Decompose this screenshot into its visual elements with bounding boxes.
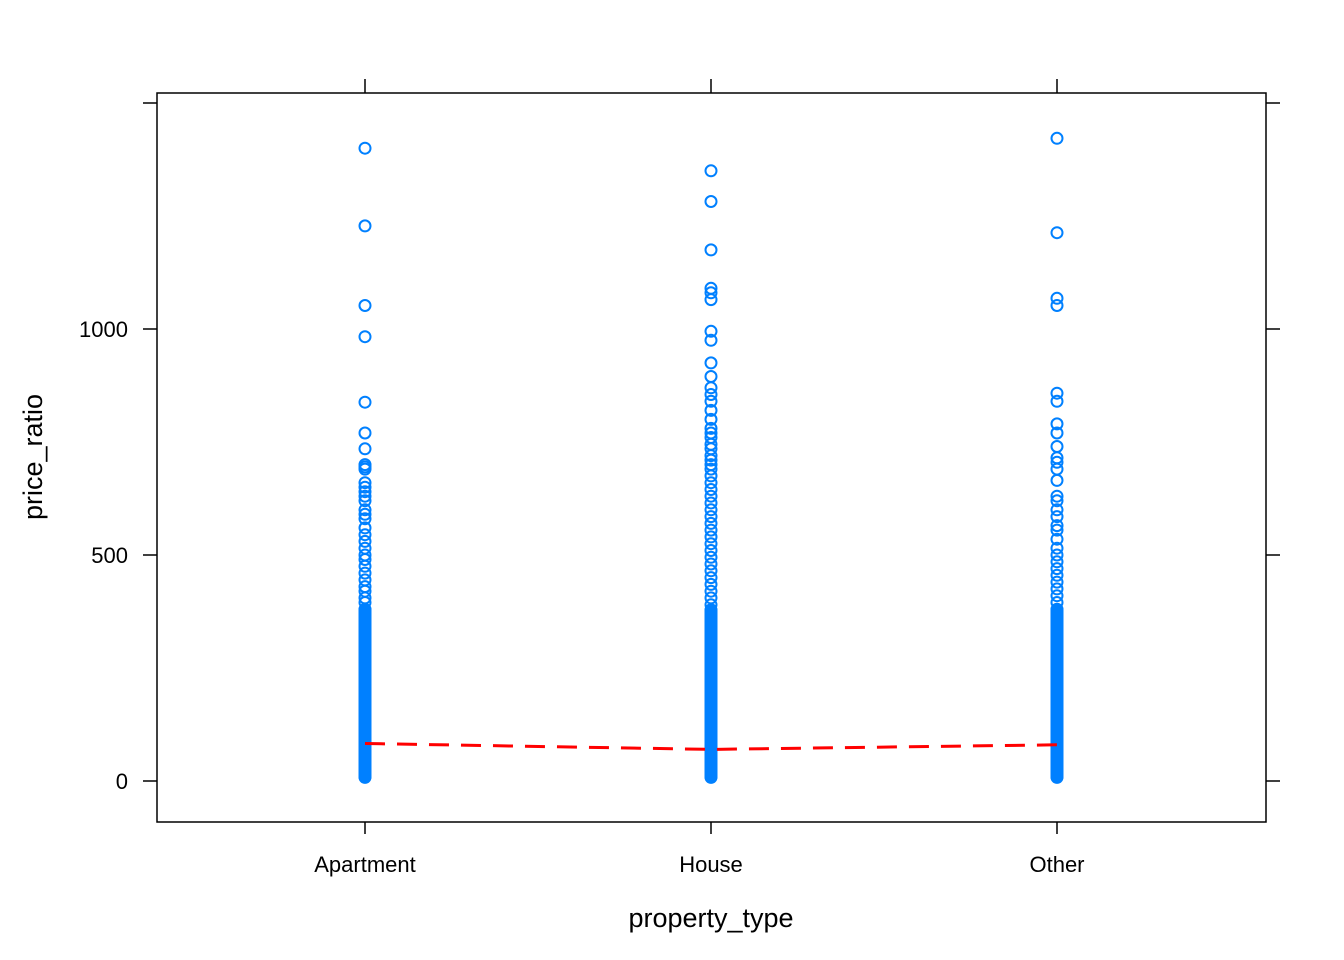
data-point xyxy=(1050,532,1064,546)
data-point xyxy=(704,453,718,467)
data-point xyxy=(1050,131,1064,145)
data-point xyxy=(704,394,718,408)
data-point xyxy=(704,324,718,338)
data-point xyxy=(704,530,718,544)
data-point xyxy=(358,141,372,155)
trend-line xyxy=(364,742,1058,751)
data-point xyxy=(1050,417,1064,431)
data-point xyxy=(1050,503,1064,517)
ticks-layer: Apartment House Other 0 500 1000 xyxy=(79,79,1280,877)
data-point xyxy=(704,195,718,208)
data-point xyxy=(704,381,718,395)
data-point xyxy=(704,476,718,490)
data-point xyxy=(704,510,718,524)
data-point xyxy=(704,544,718,557)
data-point xyxy=(1050,394,1064,408)
data-point xyxy=(704,537,718,551)
data-point xyxy=(1050,568,1064,582)
data-point xyxy=(1050,473,1064,487)
points-layer xyxy=(358,131,1064,784)
data-point xyxy=(358,559,372,573)
data-point xyxy=(358,521,372,535)
data-point xyxy=(358,480,372,494)
data-point xyxy=(704,496,718,510)
data-point xyxy=(704,564,718,578)
data-point xyxy=(1050,575,1064,589)
data-point xyxy=(1050,562,1064,576)
data-point xyxy=(704,293,718,307)
data-point xyxy=(1050,291,1064,305)
data-point xyxy=(704,403,718,417)
trend-layer xyxy=(364,742,1058,751)
data-point xyxy=(1050,489,1064,503)
data-point xyxy=(358,528,372,542)
data-point xyxy=(1050,299,1064,312)
data-point xyxy=(1050,226,1064,240)
data-point xyxy=(1050,541,1064,555)
data-point xyxy=(704,164,718,178)
data-point xyxy=(1050,519,1064,533)
data-point xyxy=(1050,548,1064,562)
y-tick-label: 0 xyxy=(116,769,128,794)
data-point xyxy=(358,489,372,503)
data-point xyxy=(704,356,718,370)
data-point xyxy=(358,507,372,521)
data-point xyxy=(704,523,718,537)
data-point xyxy=(704,483,718,496)
data-point xyxy=(1050,510,1064,524)
data-point xyxy=(358,494,372,508)
data-point xyxy=(704,462,718,476)
data-point xyxy=(1050,455,1064,469)
data-point xyxy=(704,603,718,617)
x-axis-title: property_type xyxy=(628,903,793,933)
data-point xyxy=(704,550,718,564)
data-point xyxy=(358,603,372,617)
data-point xyxy=(358,442,372,456)
data-point xyxy=(1050,555,1064,569)
x-tick-label: House xyxy=(679,852,743,877)
data-point xyxy=(704,412,718,426)
data-point xyxy=(358,503,372,517)
data-point xyxy=(358,426,372,440)
data-point xyxy=(1050,603,1064,617)
data-point xyxy=(358,553,372,566)
data-point xyxy=(358,395,372,409)
y-tick-label: 500 xyxy=(91,543,128,568)
data-point xyxy=(1050,523,1064,537)
data-point xyxy=(704,489,718,503)
data-point xyxy=(704,571,718,585)
data-point xyxy=(704,388,718,401)
data-point xyxy=(1050,582,1064,596)
data-point xyxy=(704,286,718,300)
data-point xyxy=(358,566,372,580)
x-tick-label: Other xyxy=(1029,852,1084,877)
data-point xyxy=(1050,589,1064,603)
x-tick-label: Apartment xyxy=(314,852,416,877)
data-point xyxy=(704,557,718,571)
data-point xyxy=(704,503,718,517)
data-point xyxy=(704,469,718,483)
data-point xyxy=(358,512,372,526)
data-point xyxy=(358,476,372,490)
data-point xyxy=(358,485,372,499)
data-point xyxy=(704,421,718,435)
data-point xyxy=(1050,426,1064,440)
data-point xyxy=(1050,494,1064,508)
data-point xyxy=(704,333,718,347)
data-point xyxy=(358,330,372,344)
data-point xyxy=(358,299,372,312)
data-point xyxy=(704,516,718,530)
data-point xyxy=(358,462,372,476)
data-point xyxy=(358,219,372,233)
data-point xyxy=(1050,386,1064,400)
data-point xyxy=(704,243,718,257)
y-axis-title: price_ratio xyxy=(18,394,48,520)
data-point xyxy=(704,577,718,591)
data-point xyxy=(704,449,718,463)
data-point xyxy=(358,534,372,548)
y-tick-label: 1000 xyxy=(79,317,128,342)
data-point xyxy=(704,584,718,598)
